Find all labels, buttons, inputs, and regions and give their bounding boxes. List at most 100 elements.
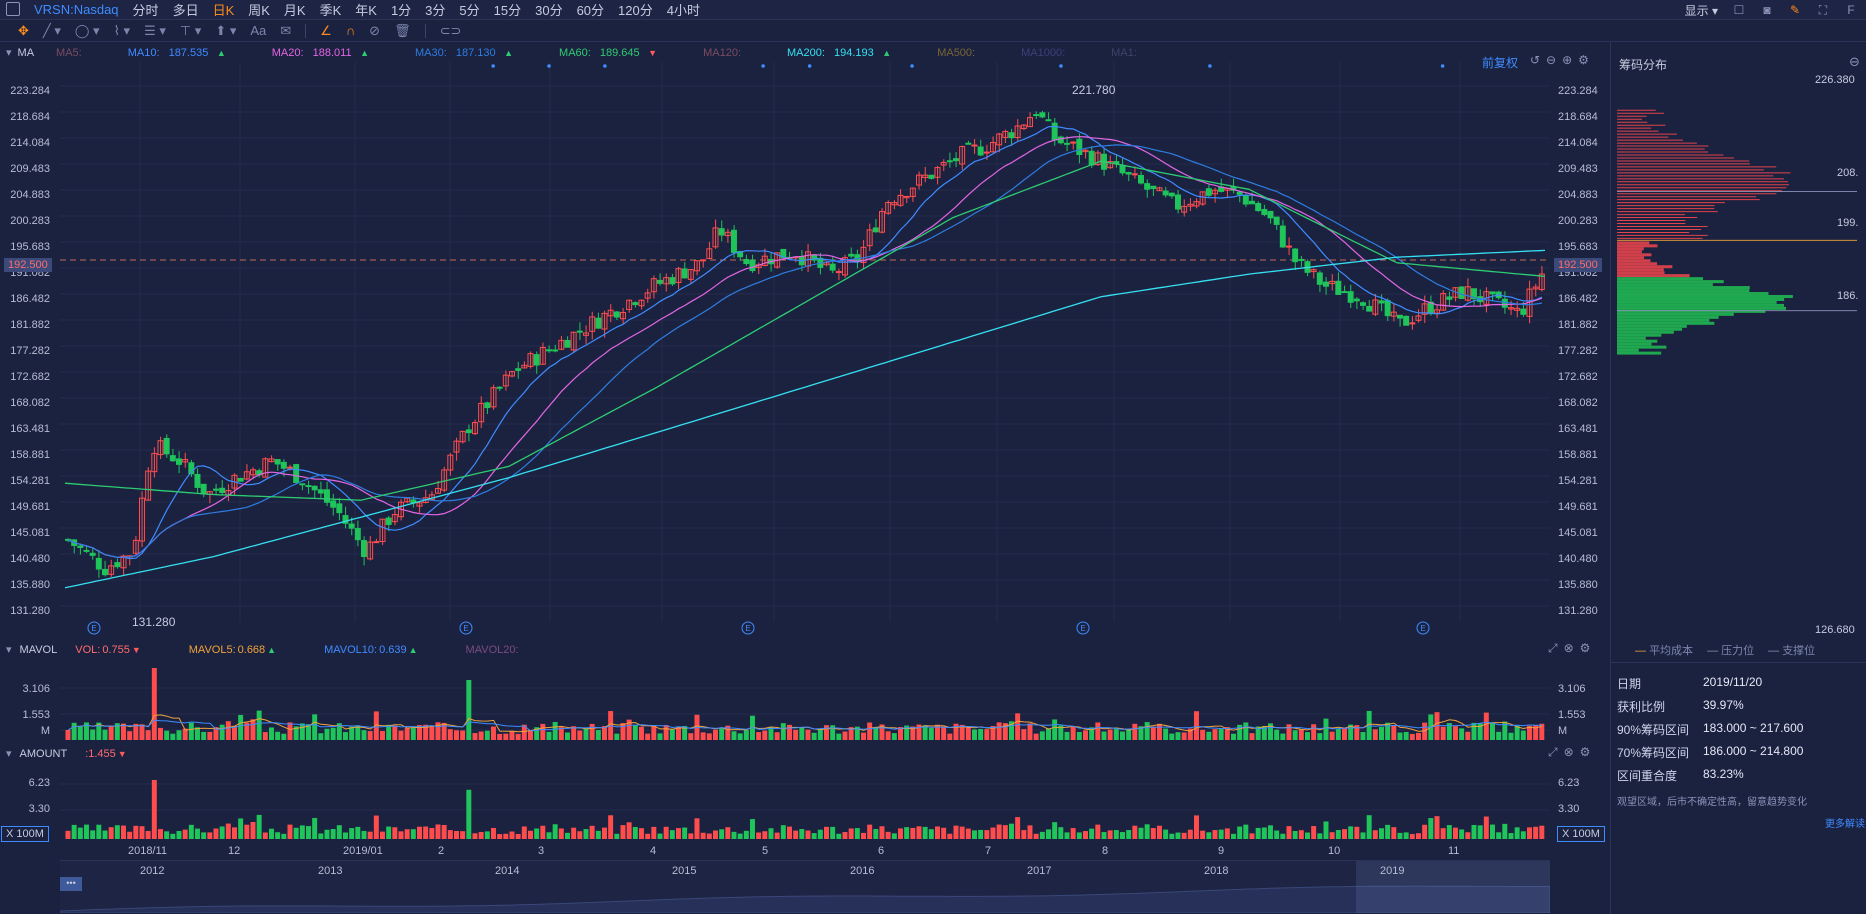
amount-bar <box>1027 825 1033 839</box>
amount-bar <box>1434 816 1440 839</box>
amount-bar <box>466 789 472 839</box>
amount-bar <box>947 833 953 839</box>
ma-indicator-label[interactable]: MA <box>17 46 35 59</box>
period-tab-multiday[interactable]: 多日 <box>172 3 199 18</box>
candle-body <box>1168 192 1175 197</box>
shape-tool-icon[interactable]: ◯ ▾ <box>74 22 100 38</box>
camera-icon[interactable]: ◙ <box>1763 3 1771 17</box>
pencil-icon[interactable]: ✎ <box>1789 3 1801 17</box>
candle-body <box>194 473 201 488</box>
chip-bar <box>1617 309 1766 313</box>
chart-control-icons[interactable]: ↺⊖⊕⚙ <box>1530 53 1595 67</box>
crosshair-icon[interactable]: ✥ <box>18 22 29 38</box>
vol-axis-right: 1.553 <box>1558 709 1586 721</box>
candle-body <box>95 557 102 570</box>
fullscreen-icon[interactable]: ⛶ <box>1818 3 1828 17</box>
volume-bar <box>1039 731 1045 740</box>
volume-bar <box>1453 726 1458 740</box>
volume-bar <box>151 668 157 740</box>
amount-bar <box>1169 833 1175 839</box>
nav-handle-left[interactable]: ••• <box>60 877 82 891</box>
text-tool-icon[interactable]: Aa <box>250 23 267 38</box>
volume-bar <box>1126 729 1132 740</box>
ma-legend-item[interactable]: MA120: <box>703 47 747 59</box>
time-navigator[interactable]: ••• <box>60 860 1550 913</box>
arrow-tool-icon[interactable]: ⬆ ▾ <box>215 22 237 38</box>
line-tool-icon[interactable]: ╱ ▾ <box>42 22 61 38</box>
period-tab-fenshi[interactable]: 分时 <box>132 3 159 18</box>
nav-selected-range[interactable] <box>1356 861 1550 913</box>
f10-icon[interactable]: F <box>1847 3 1855 17</box>
panel-control-icons[interactable]: ⤢⊗⚙ <box>1548 641 1597 655</box>
ma-legend-item[interactable]: MA1000: <box>1021 47 1071 59</box>
fib-tool-icon[interactable]: ☰ ▾ <box>144 22 166 38</box>
amount-bar <box>410 829 416 839</box>
period-tab-daily[interactable]: 日K <box>212 3 235 18</box>
wave-tool-icon[interactable]: ⌇ ▾ <box>113 22 131 38</box>
chip-bar <box>1617 351 1662 355</box>
ma-legend-item[interactable]: MA20: 188.011 ▲ <box>272 47 375 59</box>
candle-body <box>1156 187 1163 192</box>
amount-bar <box>398 831 404 839</box>
volume-bar <box>96 722 102 740</box>
period-tab-60min[interactable]: 60分 <box>576 3 605 18</box>
candle-body <box>404 497 411 503</box>
ma-legend-item[interactable]: MA500: <box>937 47 981 59</box>
candle-body <box>1138 174 1144 184</box>
period-tab-4hour[interactable]: 4小时 <box>666 3 700 18</box>
volume-bar <box>293 726 299 740</box>
chip-bar <box>1617 300 1777 304</box>
period-tab-30min[interactable]: 30分 <box>535 3 563 18</box>
sidebar-toggle-icon[interactable] <box>6 2 20 16</box>
collapse-icon[interactable]: ▾ <box>6 644 12 656</box>
period-tab-yearly[interactable]: 年K <box>355 3 377 18</box>
display-dropdown[interactable]: 显示 ▾ <box>1684 3 1718 18</box>
price-adjust-button[interactable]: 前复权 <box>1482 56 1519 70</box>
ma-legend-item[interactable]: MA10: 187.535 ▲ <box>128 47 232 59</box>
volume-bar <box>1527 725 1532 740</box>
ruler-tool-icon[interactable]: ∠ <box>320 22 332 38</box>
volume-bar <box>1372 729 1378 740</box>
checkbox-icon[interactable]: ☐ <box>1733 3 1745 17</box>
hide-drawings-icon[interactable]: ⊘ <box>369 22 381 38</box>
period-tab-3min[interactable]: 3分 <box>425 3 446 18</box>
period-tab-120min[interactable]: 120分 <box>618 3 653 18</box>
amount-unit-right[interactable]: X 100M <box>1557 826 1605 842</box>
ma-legend-item[interactable]: MA1: <box>1111 47 1143 59</box>
link-icon[interactable]: ⊂⊃ <box>439 22 462 38</box>
collapse-icon[interactable]: ▾ <box>6 47 12 59</box>
amount-unit-left[interactable]: X 100M <box>1 826 49 842</box>
collapse-icon[interactable]: ▾ <box>6 748 12 760</box>
magnet-tool-icon[interactable]: ∩ <box>345 23 356 38</box>
amount-bar <box>373 815 379 839</box>
more-interpretation-link[interactable]: 更多解读 <box>1825 819 1865 830</box>
ma-legend-item[interactable]: MA30: 187.130 ▲ <box>415 47 519 59</box>
volume-bar <box>743 730 749 740</box>
period-tab-quarterly[interactable]: 季K <box>319 3 342 18</box>
mavol-title[interactable]: MAVOL <box>19 643 58 656</box>
ma-legend-item[interactable]: MA200: 194.193 ▲ <box>787 47 897 59</box>
volume-bar <box>454 730 459 740</box>
candle-body <box>650 278 657 293</box>
volume-chart[interactable] <box>0 660 1610 744</box>
amount-title[interactable]: AMOUNT <box>19 747 68 760</box>
amount-bar <box>1046 829 1051 839</box>
period-tab-monthly[interactable]: 月K <box>283 3 306 18</box>
measure-tool-icon[interactable]: ⊤ ▾ <box>179 22 202 38</box>
candle-body <box>1409 322 1416 325</box>
period-tab-weekly[interactable]: 周K <box>248 3 270 18</box>
ma-legend-item[interactable]: MA60: 189.645 ▼ <box>559 47 663 59</box>
delete-drawings-icon[interactable]: 🗑 <box>394 22 411 38</box>
period-tab-15min[interactable]: 15分 <box>493 3 522 18</box>
period-tab-5min[interactable]: 5分 <box>459 3 480 18</box>
period-tab-1min[interactable]: 1分 <box>390 3 412 18</box>
comment-tool-icon[interactable]: ✉ <box>280 22 292 38</box>
panel-collapse-icon[interactable]: ⊖ <box>1849 54 1860 69</box>
amount-chart[interactable] <box>0 764 1610 840</box>
panel-control-icons[interactable]: ⤢⊗⚙ <box>1548 745 1597 759</box>
volume-bar <box>1323 718 1329 740</box>
amount-bar <box>830 826 836 839</box>
symbol-label[interactable]: VRSN:Nasdaq <box>34 2 119 17</box>
ma-legend-item[interactable]: MA5: <box>56 47 88 59</box>
